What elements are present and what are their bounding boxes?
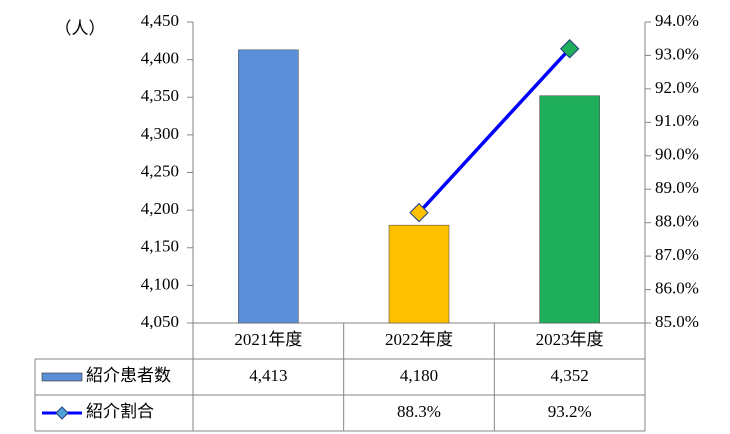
y-tick-label: 4,400 xyxy=(141,49,179,68)
x-tick-label: 2022年度 xyxy=(385,330,453,349)
x-tick-label: 2021年度 xyxy=(234,330,302,349)
bar xyxy=(388,224,450,324)
y2-tick-label: 85.0% xyxy=(655,312,699,331)
legend-label: 紹介割合 xyxy=(86,402,154,421)
y2-tick-label: 87.0% xyxy=(655,245,699,264)
y2-tick-label: 91.0% xyxy=(655,111,699,130)
legend-swatch xyxy=(41,372,83,382)
y2-tick-label: 90.0% xyxy=(655,145,699,164)
y-tick-label: 4,250 xyxy=(141,161,179,180)
bar xyxy=(238,49,299,324)
y2-tick-label: 93.0% xyxy=(655,44,699,63)
bar xyxy=(539,95,600,324)
line-marker xyxy=(409,202,429,223)
y2-tick-label: 88.0% xyxy=(655,212,699,231)
y-tick-label: 4,200 xyxy=(141,199,179,218)
x-tick-label: 2023年度 xyxy=(536,330,604,349)
y2-tick-label: 92.0% xyxy=(655,78,699,97)
line-marker xyxy=(559,39,580,59)
y-tick-label: 4,150 xyxy=(141,237,179,256)
table-value: 4,413 xyxy=(249,366,287,385)
table-value: 88.3% xyxy=(397,402,441,421)
legend-label: 紹介患者数 xyxy=(86,366,171,385)
legend-marker xyxy=(55,406,69,420)
line xyxy=(417,47,571,214)
y-axis-unit: （人） xyxy=(55,19,106,38)
y2-tick-label: 86.0% xyxy=(655,278,699,297)
y-tick-label: 4,100 xyxy=(141,274,179,293)
y2-tick-label: 94.0% xyxy=(655,11,699,30)
table-value: 93.2% xyxy=(548,402,592,421)
y2-tick-label: 89.0% xyxy=(655,178,699,197)
y-tick-label: 4,300 xyxy=(141,124,179,143)
y-tick-label: 4,350 xyxy=(141,86,179,105)
table-value: 4,352 xyxy=(551,366,589,385)
y-tick-label: 4,450 xyxy=(141,11,179,30)
y-tick-label: 4,050 xyxy=(141,312,179,331)
table-value: 4,180 xyxy=(400,366,438,385)
